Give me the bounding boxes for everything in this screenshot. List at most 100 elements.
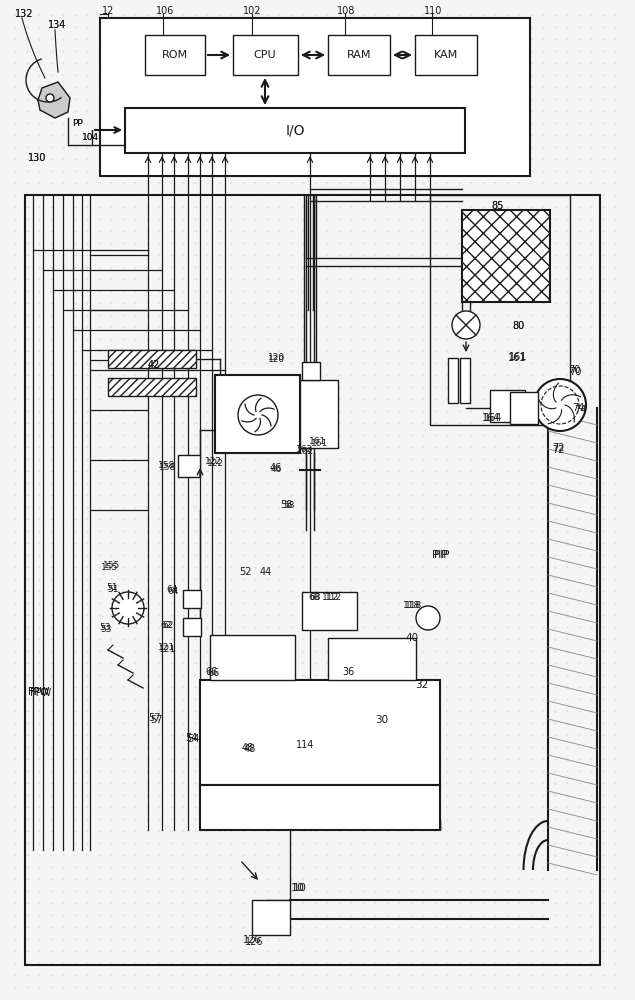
- Text: 126: 126: [244, 937, 264, 947]
- Text: 52: 52: [239, 567, 251, 577]
- Text: 104: 104: [82, 133, 99, 142]
- Text: 122: 122: [205, 458, 222, 466]
- Text: PP: PP: [72, 119, 83, 128]
- Text: FPW: FPW: [28, 687, 50, 697]
- Text: 57: 57: [150, 715, 163, 725]
- Text: ROM: ROM: [162, 50, 188, 60]
- Bar: [252, 900, 290, 935]
- Text: 10: 10: [291, 883, 305, 893]
- Bar: [462, 210, 550, 302]
- Polygon shape: [38, 82, 70, 118]
- Text: 44: 44: [260, 567, 272, 577]
- Text: 85: 85: [492, 201, 504, 211]
- Bar: [183, 590, 201, 608]
- Text: 132: 132: [15, 9, 34, 19]
- Text: 130: 130: [28, 153, 46, 163]
- Text: 102: 102: [243, 6, 261, 16]
- Text: 51: 51: [106, 584, 117, 592]
- Bar: [183, 618, 201, 636]
- Bar: [448, 358, 458, 403]
- Text: PP: PP: [72, 119, 83, 128]
- Text: 161: 161: [309, 438, 326, 446]
- Text: FPW: FPW: [28, 687, 50, 697]
- Bar: [25, 195, 600, 965]
- Text: 72: 72: [552, 443, 565, 453]
- Text: 164: 164: [481, 413, 500, 423]
- Text: 80: 80: [512, 321, 525, 331]
- Text: 40: 40: [405, 633, 418, 643]
- Bar: [108, 350, 196, 368]
- Bar: [510, 392, 538, 424]
- Text: 134: 134: [48, 20, 67, 30]
- Text: 162: 162: [297, 448, 314, 456]
- Text: 30: 30: [375, 715, 389, 725]
- Text: 155: 155: [102, 564, 119, 572]
- Circle shape: [452, 311, 480, 339]
- Text: CPU: CPU: [254, 50, 276, 60]
- Text: 158: 158: [157, 460, 175, 470]
- Text: 54: 54: [185, 733, 198, 743]
- Text: I/O: I/O: [285, 123, 305, 137]
- Text: 120: 120: [268, 354, 285, 362]
- Bar: [460, 358, 470, 403]
- Text: 132: 132: [15, 9, 34, 19]
- Text: 112: 112: [325, 593, 342, 602]
- Text: RAM: RAM: [347, 50, 371, 60]
- Bar: [200, 680, 440, 785]
- Text: 32: 32: [415, 680, 429, 690]
- Text: 58: 58: [281, 500, 293, 510]
- Text: 104: 104: [82, 132, 99, 141]
- Bar: [302, 592, 357, 630]
- Text: 130: 130: [28, 153, 46, 163]
- Text: 74: 74: [574, 405, 586, 415]
- Text: 48: 48: [242, 743, 254, 753]
- Bar: [210, 635, 295, 680]
- Text: 68: 68: [309, 593, 321, 602]
- Bar: [125, 108, 465, 153]
- Text: 66: 66: [206, 667, 218, 677]
- Text: 122: 122: [207, 458, 224, 468]
- Bar: [178, 455, 200, 477]
- Text: 12: 12: [102, 6, 114, 16]
- Text: 158: 158: [159, 462, 176, 472]
- Text: 134: 134: [48, 20, 67, 30]
- Text: 62: 62: [161, 620, 172, 630]
- Text: 70: 70: [569, 367, 582, 377]
- Text: 57: 57: [148, 713, 161, 723]
- Text: 118: 118: [403, 600, 420, 609]
- Text: 70: 70: [568, 365, 580, 375]
- Text: 64: 64: [168, 587, 179, 596]
- Text: 58: 58: [283, 502, 295, 510]
- Bar: [302, 362, 320, 380]
- Text: 161: 161: [509, 352, 528, 362]
- Bar: [490, 390, 525, 422]
- Text: 46: 46: [270, 463, 282, 473]
- Text: 53: 53: [100, 626, 112, 635]
- Text: 72: 72: [552, 445, 565, 455]
- Text: 36: 36: [342, 667, 354, 677]
- Text: PIP: PIP: [434, 550, 450, 560]
- Text: 110: 110: [424, 6, 442, 16]
- Text: PIP: PIP: [432, 550, 448, 560]
- Text: 64: 64: [166, 585, 178, 594]
- Text: 54: 54: [187, 734, 200, 744]
- Text: 85: 85: [492, 201, 504, 211]
- Circle shape: [46, 94, 54, 102]
- Circle shape: [238, 395, 278, 435]
- Text: 51: 51: [107, 585, 119, 594]
- Circle shape: [534, 379, 586, 431]
- Text: 155: 155: [104, 562, 121, 570]
- Text: 53: 53: [99, 624, 110, 633]
- Bar: [328, 35, 390, 75]
- Text: 121: 121: [158, 644, 175, 652]
- Text: 42: 42: [148, 360, 161, 370]
- Bar: [415, 35, 477, 75]
- Text: 46: 46: [271, 466, 282, 475]
- Bar: [200, 785, 440, 830]
- Text: 106: 106: [156, 6, 174, 16]
- Text: 42: 42: [148, 360, 161, 370]
- Bar: [100, 18, 530, 176]
- Bar: [215, 375, 300, 453]
- Text: 121: 121: [159, 645, 176, 654]
- Circle shape: [112, 592, 144, 624]
